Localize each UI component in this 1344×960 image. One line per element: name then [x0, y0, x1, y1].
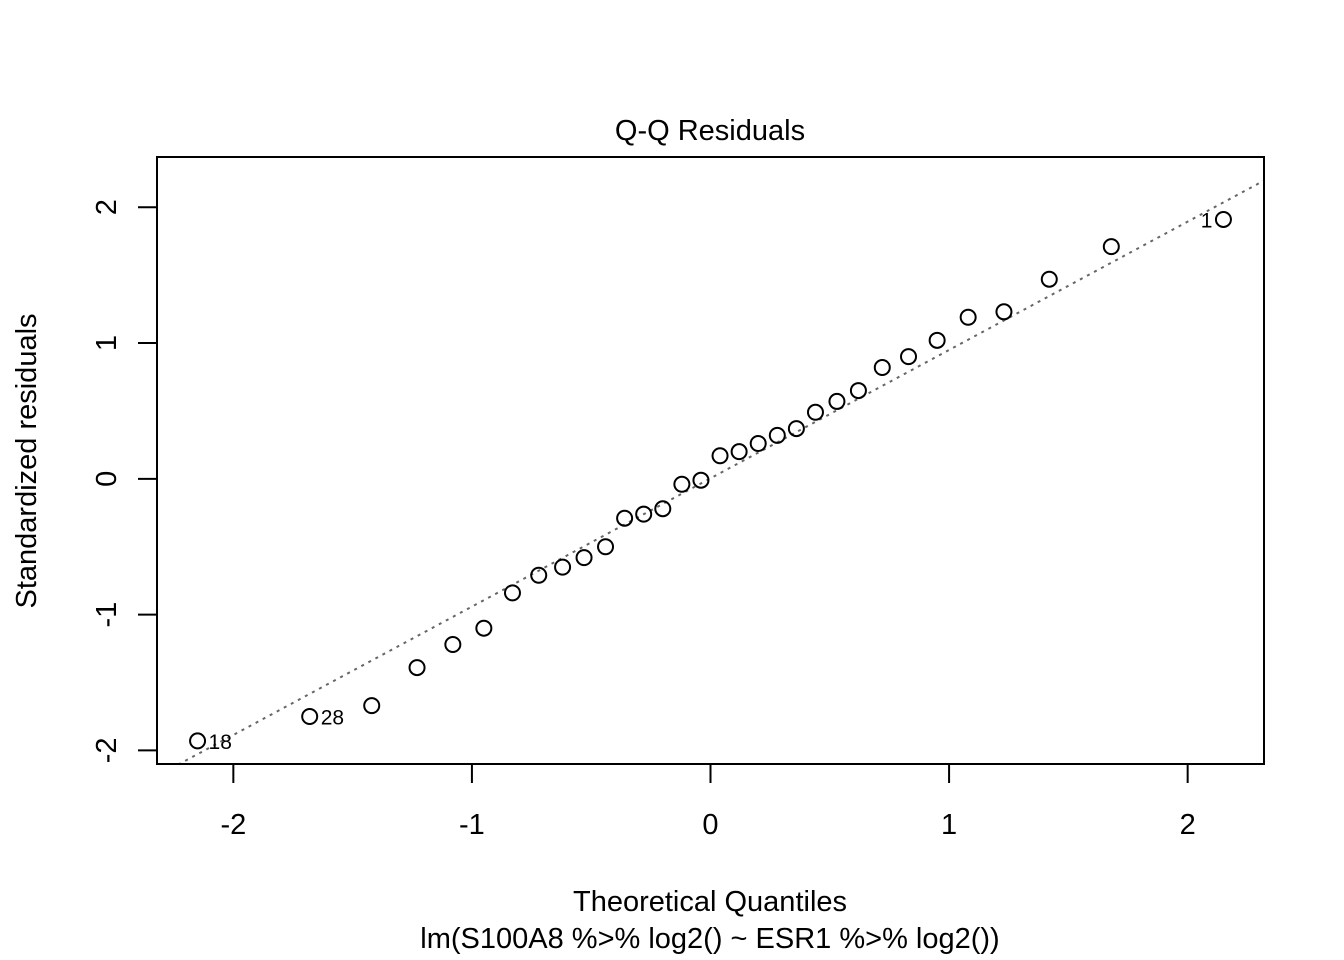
x-tick-label: 2 — [1180, 809, 1196, 841]
chart-subtitle: lm(S100A8 %>% log2() ~ ESR1 %>% log2()) — [420, 923, 999, 955]
x-tick-label: 1 — [941, 809, 957, 841]
data-point — [828, 392, 846, 410]
y-axis-label: Standardized residuals — [11, 313, 43, 608]
data-point — [189, 732, 207, 750]
data-point — [530, 566, 548, 584]
data-point — [475, 619, 493, 637]
y-tick-label: 0 — [91, 471, 123, 487]
data-point — [1040, 270, 1058, 288]
data-point — [900, 348, 918, 366]
x-tick-label: -1 — [459, 809, 485, 841]
point-label: 1 — [1201, 209, 1213, 232]
data-point — [787, 420, 805, 438]
data-point — [444, 636, 462, 654]
y-tick-label: -1 — [91, 602, 123, 628]
plot-frame — [156, 156, 1265, 765]
data-point — [692, 471, 710, 489]
data-point — [1214, 210, 1232, 228]
y-tick-label: 2 — [91, 199, 123, 215]
y-tick-label: -2 — [91, 738, 123, 764]
data-point — [575, 549, 593, 567]
data-point — [616, 509, 634, 527]
data-point — [363, 697, 381, 715]
data-point — [959, 308, 977, 326]
data-point — [635, 505, 653, 523]
data-point — [673, 475, 691, 493]
points-layer — [189, 210, 1232, 750]
reference-line — [177, 179, 1264, 764]
data-point — [301, 707, 319, 725]
data-point — [806, 403, 824, 421]
y-tick-label: 1 — [91, 335, 123, 351]
data-point — [503, 584, 521, 602]
x-tick-label: 0 — [702, 809, 718, 841]
data-point — [995, 303, 1013, 321]
data-point — [1102, 238, 1120, 256]
data-point — [928, 331, 946, 349]
y-axis: -2 -1 0 1 2 — [91, 199, 158, 764]
data-point — [873, 358, 891, 376]
data-point — [711, 447, 729, 465]
x-axis: -2 -1 0 1 2 — [220, 763, 1196, 841]
data-point — [654, 500, 672, 518]
annotations-layer: 18 28 1 — [209, 209, 1213, 753]
point-label: 28 — [321, 706, 344, 729]
data-point — [768, 426, 786, 444]
data-point — [554, 558, 572, 576]
chart-title: Q-Q Residuals — [615, 115, 805, 147]
data-point — [408, 659, 426, 677]
x-tick-label: -2 — [220, 809, 246, 841]
data-point — [597, 538, 615, 556]
data-point — [749, 435, 767, 453]
data-point — [730, 443, 748, 461]
data-point — [849, 382, 867, 400]
point-label: 18 — [209, 731, 232, 754]
x-axis-label: Theoretical Quantiles — [573, 886, 847, 918]
